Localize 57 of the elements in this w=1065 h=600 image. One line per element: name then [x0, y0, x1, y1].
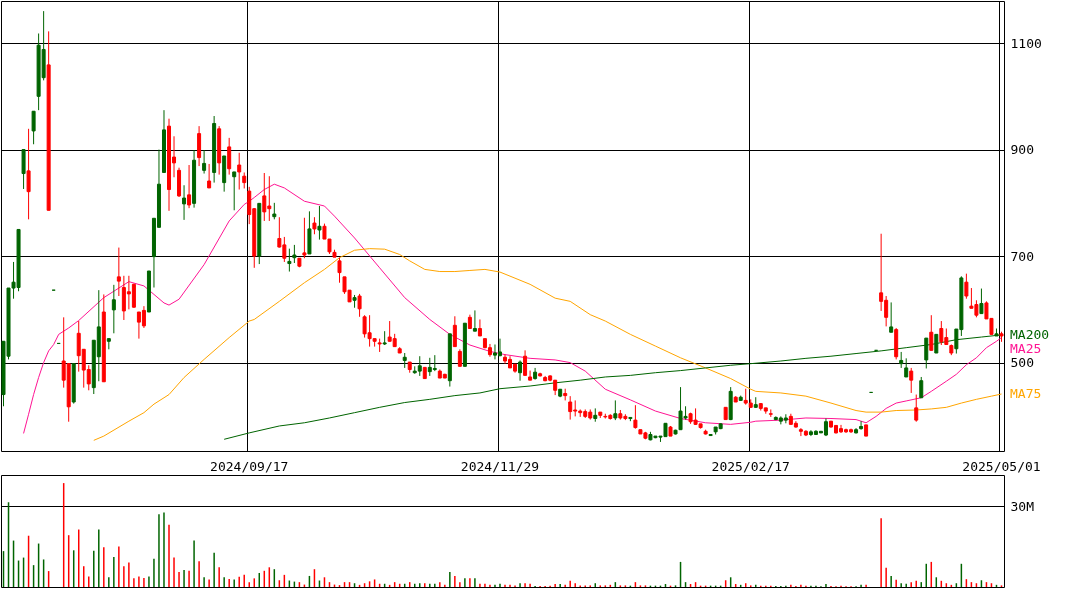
- x-tick-label: 2024/11/29: [460, 458, 540, 474]
- candlestick: [141, 305, 146, 329]
- candlestick: [904, 357, 909, 378]
- candlestick: [116, 247, 121, 297]
- candlestick: [924, 337, 929, 369]
- candlestick: [477, 318, 482, 337]
- line-series: [93, 248, 1002, 441]
- line-series: [23, 183, 1002, 434]
- x-tick-label: 2025/05/01: [962, 458, 1041, 474]
- candlestick: [472, 309, 477, 332]
- candlestick: [287, 248, 292, 273]
- candlestick: [929, 314, 934, 351]
- candlestick: [317, 205, 322, 241]
- candlestick: [262, 172, 267, 222]
- candlestick: [111, 284, 116, 334]
- candlestick: [518, 359, 523, 382]
- series-label: MA200: [1010, 326, 1050, 342]
- candlestick: [633, 404, 638, 430]
- y-tick-label: 1100: [1010, 35, 1042, 51]
- candlestick: [237, 152, 242, 191]
- candlestick: [528, 370, 533, 381]
- x-tick-label: 2024/09/17: [210, 458, 289, 474]
- candlestick: [939, 320, 944, 346]
- candlestick: [227, 137, 232, 176]
- candlestick: [302, 217, 307, 259]
- candlestick: [207, 163, 212, 189]
- candlestick: [26, 128, 31, 220]
- candlestick: [187, 164, 192, 209]
- candlestick: [337, 257, 342, 284]
- candlestick: [357, 293, 362, 318]
- candlestick: [31, 110, 36, 145]
- candlestick: [197, 125, 202, 167]
- candlestick: [497, 338, 502, 357]
- candlestick: [452, 315, 457, 348]
- candlestick: [914, 394, 919, 423]
- candlestick: [613, 399, 618, 421]
- y-tick-label: 700: [1010, 248, 1034, 264]
- candlestick: [232, 171, 237, 211]
- series-label: MA25: [1010, 340, 1042, 356]
- x-tick-label: 2025/02/17: [711, 458, 790, 474]
- candlestick: [21, 149, 26, 190]
- candlestick: [859, 420, 864, 431]
- candlestick: [919, 376, 924, 399]
- y-tick-label: 900: [1010, 142, 1034, 158]
- candlestick: [292, 244, 297, 264]
- y-tick-label: 500: [1010, 355, 1034, 371]
- series-label: MA75: [1010, 386, 1042, 402]
- candlestick: [202, 149, 207, 175]
- candlestick: [964, 273, 969, 300]
- candlestick: [979, 288, 984, 315]
- candlestick: [568, 395, 573, 421]
- candlestick: [182, 184, 187, 221]
- candlestick: [889, 301, 894, 333]
- candlestick: [909, 367, 914, 394]
- candlestick: [417, 355, 422, 377]
- y-tick-label: 30M: [1010, 498, 1035, 514]
- candlestick: [523, 349, 528, 376]
